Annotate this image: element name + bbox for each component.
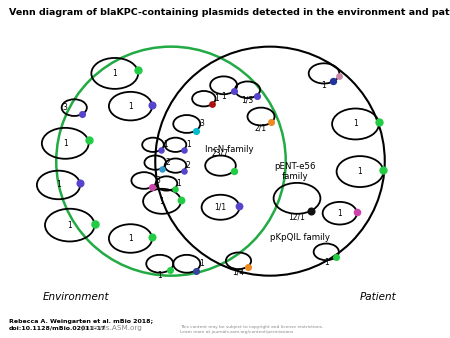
Point: [158, 166, 165, 171]
Text: 1: 1: [68, 221, 72, 230]
Text: 2/1: 2/1: [255, 123, 267, 132]
Point: [91, 221, 98, 226]
Text: 3: 3: [199, 119, 204, 128]
Text: 1: 1: [63, 139, 68, 148]
Text: 2: 2: [186, 161, 190, 170]
Text: 1: 1: [186, 140, 190, 149]
Point: [76, 181, 84, 186]
Point: [177, 197, 184, 202]
Text: Venn diagram of blaKPC-containing plasmids detected in the environment and patie: Venn diagram of blaKPC-containing plasmi…: [9, 8, 450, 18]
Text: 1/3: 1/3: [241, 96, 254, 105]
Text: 3: 3: [155, 176, 160, 185]
Point: [180, 168, 187, 173]
Text: Journals.ASM.org: Journals.ASM.org: [81, 325, 142, 331]
Point: [148, 234, 156, 240]
Text: Rebecca A. Weingarten et al. mBio 2018;
doi:10.1128/mBio.02011-17: Rebecca A. Weingarten et al. mBio 2018; …: [9, 319, 153, 330]
Point: [253, 93, 260, 98]
Text: 1: 1: [221, 92, 226, 101]
Point: [208, 101, 216, 107]
Text: 1: 1: [128, 234, 133, 243]
Text: 23/7: 23/7: [212, 148, 229, 157]
Point: [192, 128, 199, 133]
Point: [158, 147, 165, 152]
Point: [336, 74, 343, 79]
Point: [180, 147, 187, 152]
Text: 1: 1: [163, 140, 168, 149]
Text: 1: 1: [160, 197, 164, 206]
Text: IncN family: IncN family: [205, 145, 254, 154]
Text: 1: 1: [158, 271, 162, 280]
Point: [79, 112, 86, 117]
Text: 2: 2: [166, 158, 170, 167]
Point: [329, 78, 337, 84]
Text: 1: 1: [199, 259, 203, 268]
Text: 1: 1: [56, 180, 61, 190]
Point: [380, 167, 387, 173]
Text: pENT-e56
family: pENT-e56 family: [274, 162, 315, 181]
Text: 1: 1: [176, 179, 180, 188]
Point: [135, 68, 142, 73]
Text: This content may be subject to copyright and license restrictions.
Learn more at: This content may be subject to copyright…: [180, 325, 323, 334]
Point: [307, 208, 314, 214]
Point: [192, 268, 199, 274]
Text: 1: 1: [112, 69, 117, 78]
Text: 3: 3: [62, 103, 67, 112]
Point: [85, 138, 92, 143]
Text: 1: 1: [353, 119, 358, 128]
Text: 1: 1: [338, 209, 342, 218]
Text: 1: 1: [128, 102, 133, 111]
Point: [333, 255, 340, 260]
Point: [148, 102, 156, 107]
Text: Environment: Environment: [43, 292, 110, 303]
Point: [244, 264, 251, 269]
Point: [148, 184, 156, 190]
Text: pKpQIL family: pKpQIL family: [270, 233, 330, 242]
Text: 1/4: 1/4: [232, 267, 245, 276]
Point: [236, 203, 243, 209]
Point: [171, 186, 178, 191]
Point: [267, 120, 274, 125]
Point: [353, 209, 360, 214]
Text: Patient: Patient: [360, 292, 396, 303]
Point: [166, 268, 173, 273]
Point: [230, 168, 238, 174]
Text: 1/1: 1/1: [215, 203, 226, 212]
Point: [375, 120, 382, 125]
Text: 1: 1: [322, 81, 326, 90]
Text: 1: 1: [324, 258, 328, 267]
Text: 1: 1: [358, 167, 362, 176]
Text: 12/1: 12/1: [288, 212, 306, 221]
Text: 1: 1: [214, 94, 219, 103]
Point: [230, 89, 237, 94]
